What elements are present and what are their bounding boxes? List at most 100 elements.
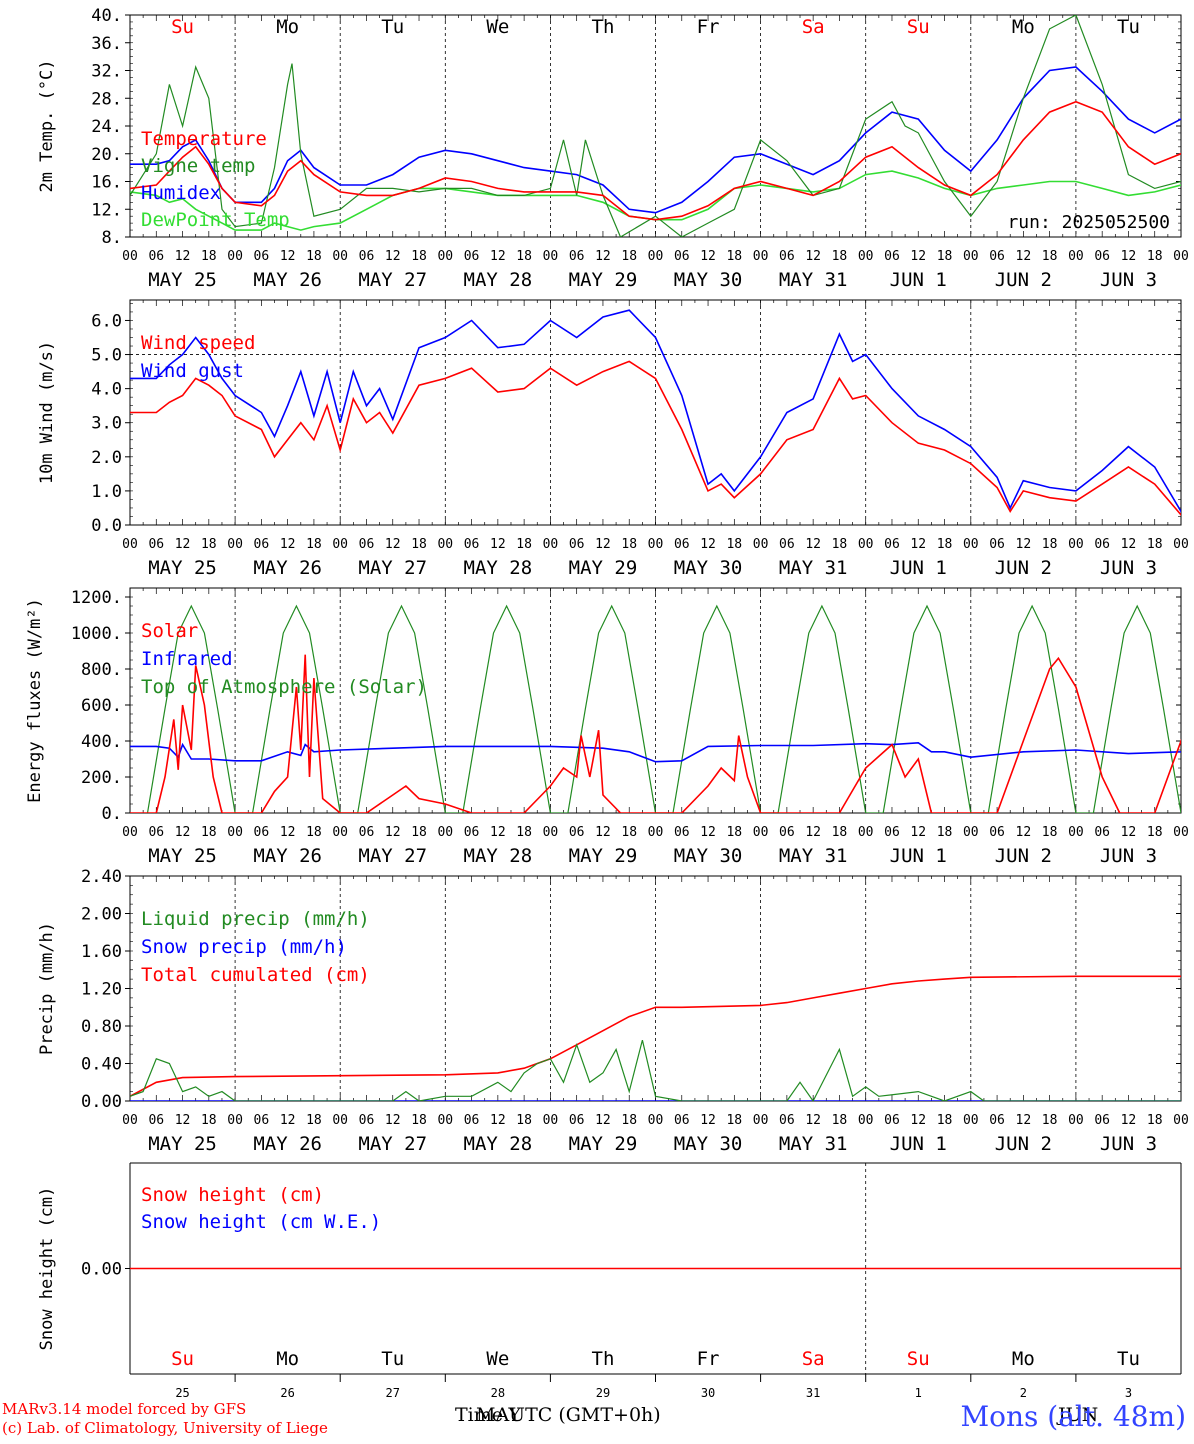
hour-tick-label: 12 (805, 825, 821, 840)
date-label: MAY 26 (253, 557, 322, 579)
hour-tick-label: 12 (490, 249, 506, 264)
date-label: JUN 2 (995, 1133, 1052, 1155)
hour-tick-label: 00 (1173, 1113, 1189, 1128)
hour-tick-label: 18 (832, 249, 848, 264)
weekday-label: Su (171, 1348, 194, 1370)
hour-tick-label: 12 (805, 249, 821, 264)
hour-tick-label: 06 (989, 249, 1005, 264)
hour-tick-label: 06 (359, 1113, 375, 1128)
hour-tick-label: 18 (832, 1113, 848, 1128)
hour-tick-label: 06 (464, 249, 480, 264)
hour-tick-label: 18 (516, 537, 532, 552)
hour-tick-label: 06 (254, 1113, 270, 1128)
hour-tick-label: 18 (411, 1113, 427, 1128)
legend-entry: Snow precip (mm/h) (141, 936, 347, 958)
hour-tick-label: 00 (1068, 825, 1084, 840)
hour-tick-label: 12 (175, 1113, 191, 1128)
date-label: JUN 1 (890, 845, 947, 867)
date-label: JUN 2 (995, 845, 1052, 867)
hour-tick-label: 18 (306, 825, 322, 840)
hour-tick-label: 18 (516, 825, 532, 840)
hour-tick-label: 00 (437, 537, 453, 552)
weekday-label: Tu (1117, 16, 1140, 38)
weekday-label: Tu (381, 16, 404, 38)
hour-tick-label: 00 (122, 825, 138, 840)
legend-entry: Infrared (141, 648, 233, 670)
hour-tick-label: 06 (254, 249, 270, 264)
hour-tick-label: 06 (359, 249, 375, 264)
date-label: JUN 1 (890, 557, 947, 579)
hour-tick-label: 18 (1042, 537, 1058, 552)
date-label: MAY 28 (464, 845, 533, 867)
y-tick-label: 0.00 (81, 1260, 122, 1280)
date-label: MAY 27 (358, 1133, 427, 1155)
hour-tick-label: 12 (700, 825, 716, 840)
model-credit: MARv3.14 model forced by GFS (2, 1400, 246, 1418)
hour-tick-label: 00 (648, 1113, 664, 1128)
weekday-label: Tu (381, 1348, 404, 1370)
y-tick-label: 12. (91, 200, 122, 220)
hour-tick-label: 06 (569, 825, 585, 840)
date-label: MAY 30 (674, 269, 743, 291)
hour-tick-label: 00 (858, 1113, 874, 1128)
station-name: Mons (alt. 48m) (960, 1400, 1186, 1433)
month-mark-may: MAY (476, 1404, 521, 1426)
date-label: MAY 30 (674, 557, 743, 579)
legend-entry: Top of Atmosphere (Solar) (141, 676, 427, 698)
date-label: MAY 27 (358, 845, 427, 867)
hour-tick-label: 12 (1016, 1113, 1032, 1128)
date-label: MAY 31 (779, 557, 848, 579)
y-axis-title: 2m Temp. (°C) (37, 59, 57, 192)
day-number-label: 30 (701, 1386, 715, 1400)
hour-tick-label: 18 (832, 537, 848, 552)
hour-tick-label: 12 (490, 537, 506, 552)
hour-tick-label: 00 (437, 825, 453, 840)
hour-tick-label: 06 (148, 825, 164, 840)
hour-tick-label: 00 (332, 249, 348, 264)
weekday-label: Mo (276, 16, 299, 38)
hour-tick-label: 06 (884, 249, 900, 264)
day-number-label: 28 (491, 1386, 505, 1400)
panel-3: 0.200.400.600.800.1000.1200.Energy fluxe… (25, 588, 1194, 867)
hour-tick-label: 18 (1042, 825, 1058, 840)
weekday-label: Mo (1012, 16, 1035, 38)
hour-tick-label: 18 (411, 825, 427, 840)
hour-tick-label: 00 (963, 537, 979, 552)
weekday-label: We (486, 1348, 509, 1370)
hour-tick-label: 00 (753, 249, 769, 264)
legend-entry: Snow height (cm W.E.) (141, 1211, 381, 1233)
date-label: JUN 3 (1100, 845, 1157, 867)
hour-tick-label: 00 (122, 537, 138, 552)
weekday-label: Su (907, 16, 930, 38)
y-tick-label: 6.0 (91, 311, 122, 331)
hour-tick-label: 06 (148, 1113, 164, 1128)
hour-tick-label: 06 (779, 249, 795, 264)
date-label: JUN 1 (890, 1133, 947, 1155)
hour-tick-label: 12 (385, 1113, 401, 1128)
hour-tick-label: 18 (411, 249, 427, 264)
hour-tick-label: 18 (306, 1113, 322, 1128)
date-label: MAY 29 (569, 557, 638, 579)
hour-tick-label: 12 (1121, 537, 1137, 552)
hour-tick-label: 00 (332, 1113, 348, 1128)
date-label: MAY 29 (569, 269, 638, 291)
date-label: MAY 28 (464, 557, 533, 579)
hour-tick-label: 00 (1173, 537, 1189, 552)
hour-tick-label: 12 (1121, 825, 1137, 840)
hour-tick-label: 00 (122, 1113, 138, 1128)
hour-tick-label: 18 (937, 249, 953, 264)
y-tick-label: 2.0 (91, 448, 122, 468)
hour-tick-label: 00 (1068, 249, 1084, 264)
y-tick-label: 1.0 (91, 482, 122, 502)
y-tick-label: 800. (81, 660, 122, 680)
hour-tick-label: 18 (516, 249, 532, 264)
date-label: JUN 2 (995, 269, 1052, 291)
series-line (130, 310, 1194, 511)
hour-tick-label: 18 (937, 1113, 953, 1128)
hour-tick-label: 18 (306, 537, 322, 552)
weekday-label: Th (592, 16, 615, 38)
y-axis-title: Snow height (cm) (37, 1187, 57, 1351)
legend-entry: Snow height (cm) (141, 1184, 324, 1206)
